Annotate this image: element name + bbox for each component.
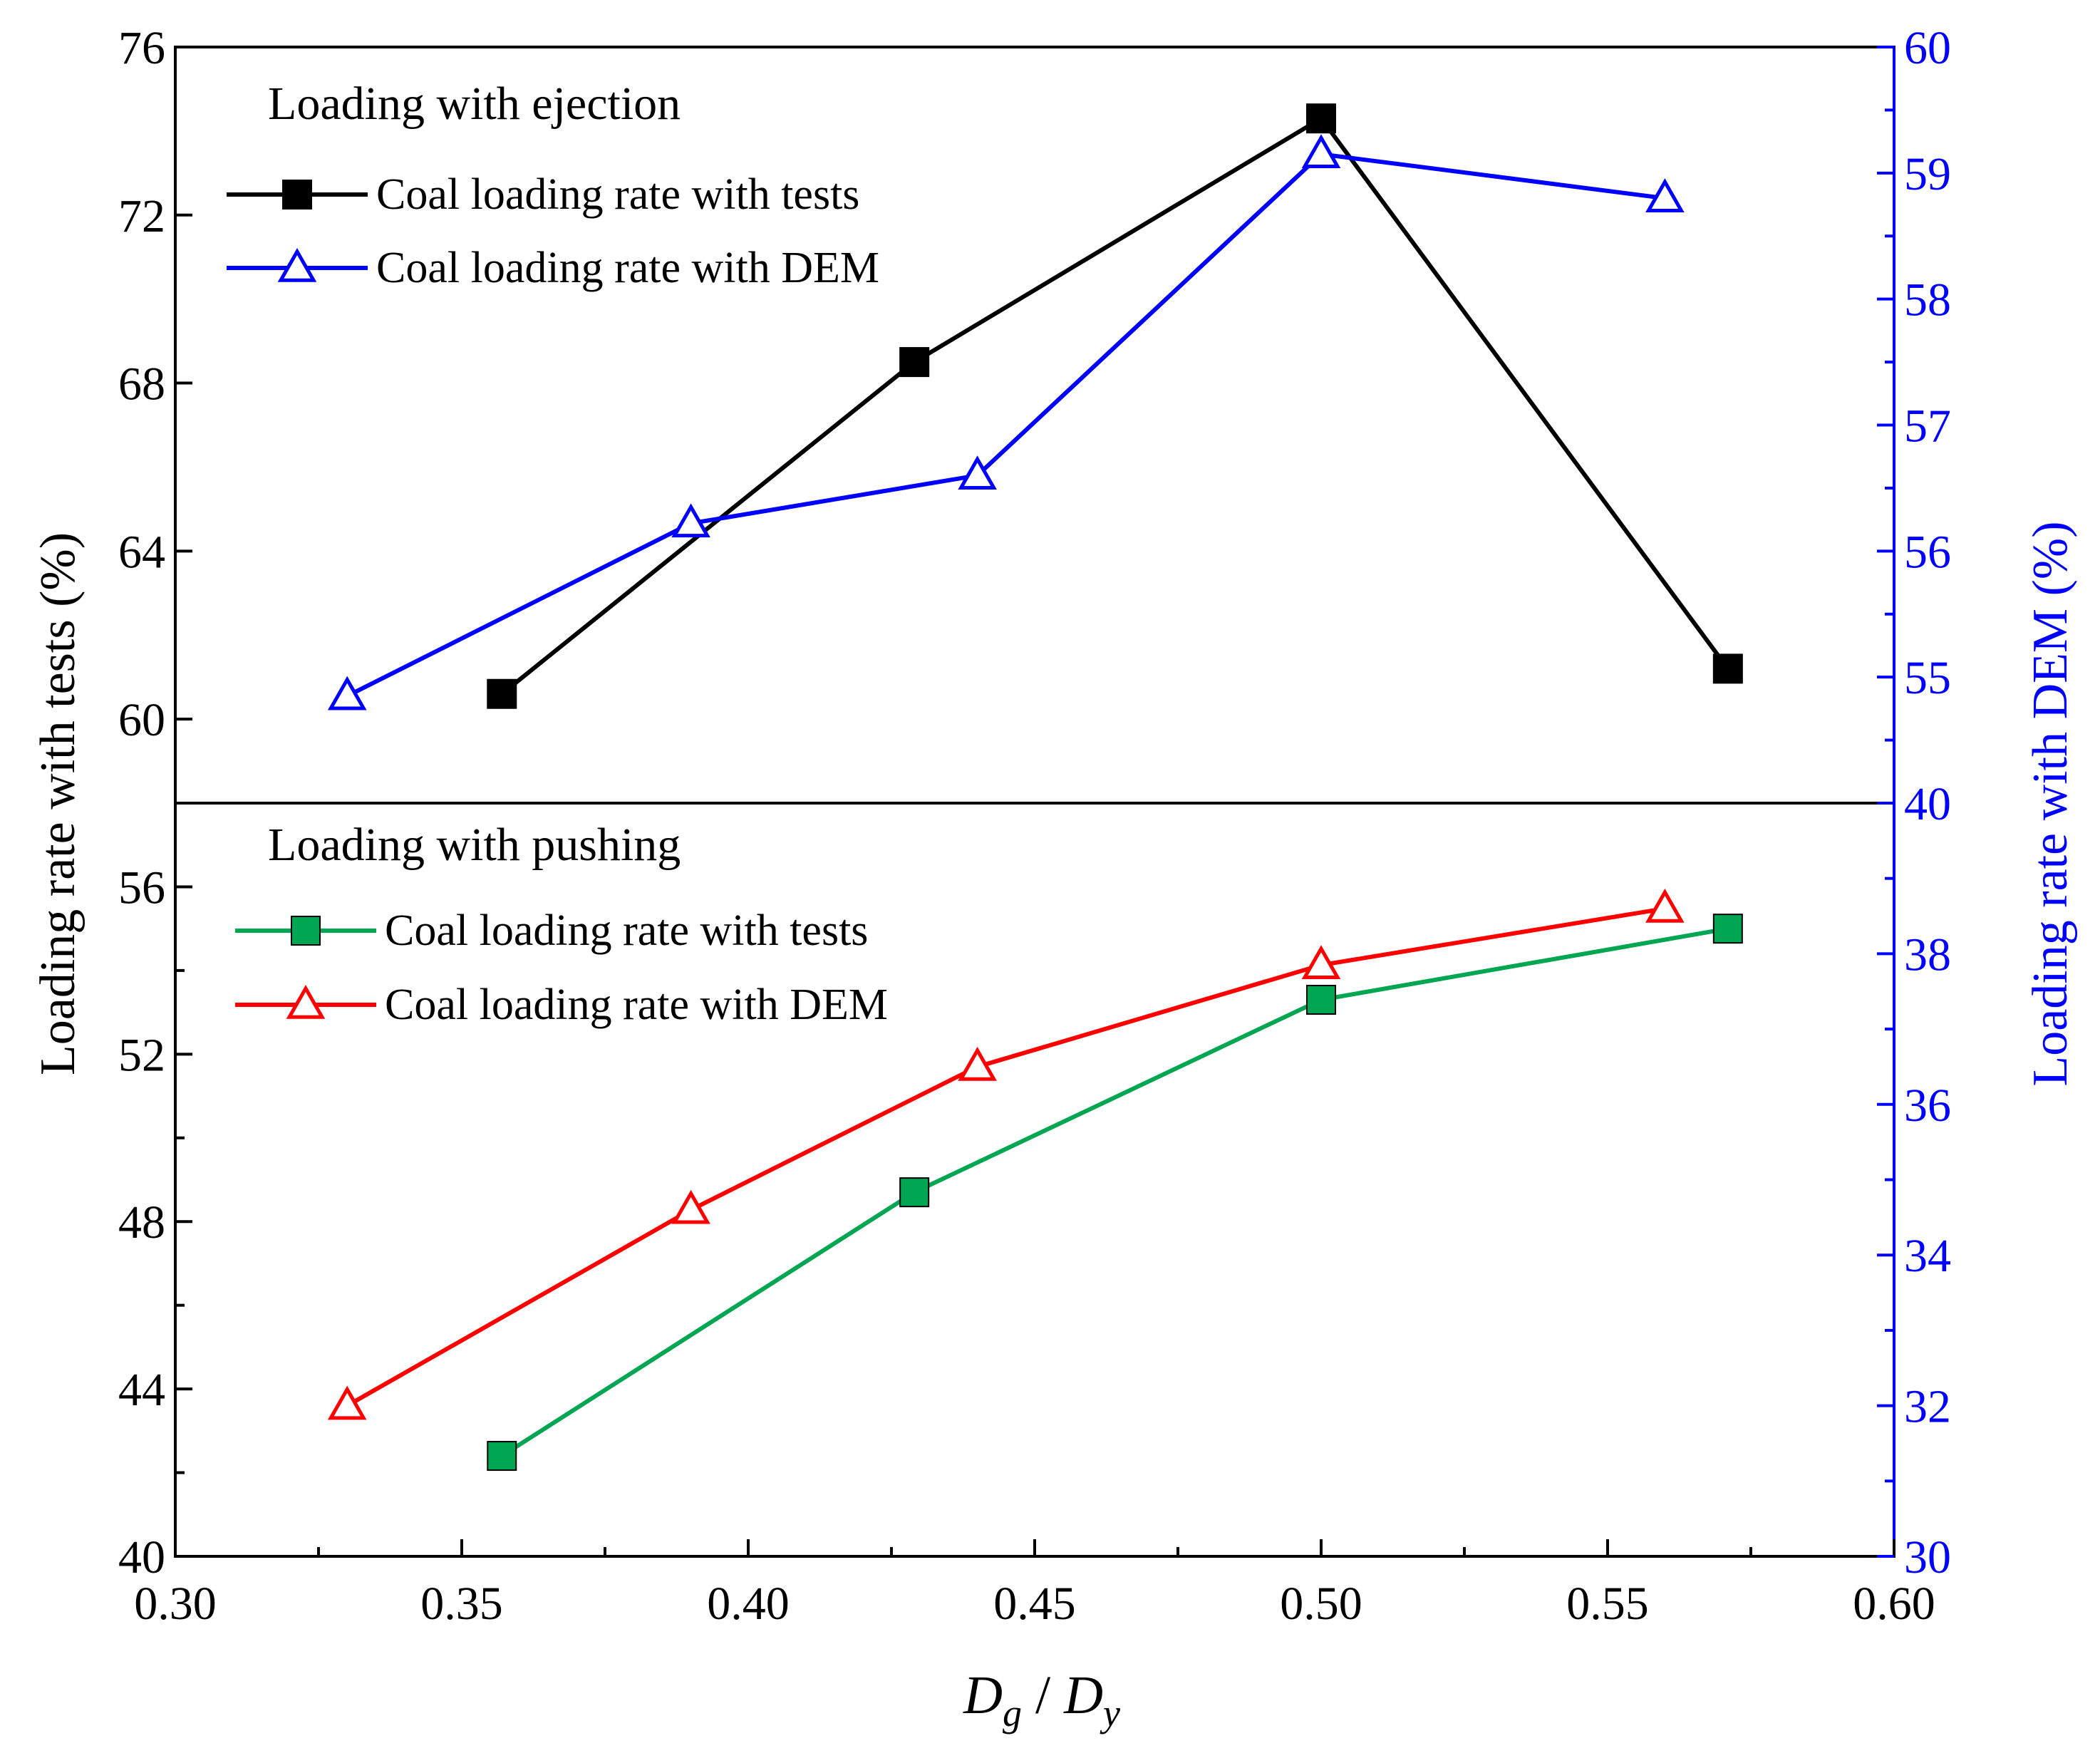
legend-swatch bbox=[227, 247, 368, 282]
series-line-dem bbox=[346, 152, 1665, 698]
marker-triangle bbox=[958, 455, 997, 490]
marker-triangle bbox=[327, 1385, 367, 1420]
y-left-tick-label: 52 bbox=[118, 1029, 165, 1081]
panel-ejection-series bbox=[327, 103, 1743, 710]
y-left-tick-label: 48 bbox=[118, 1196, 165, 1248]
y-right-tick-label: 34 bbox=[1904, 1230, 1951, 1282]
x-tick-label: 0.45 bbox=[993, 1578, 1076, 1630]
y-right-tick-label: 55 bbox=[1904, 652, 1951, 704]
marker-triangle bbox=[286, 984, 326, 1019]
y-left-tick-label: 56 bbox=[118, 862, 165, 914]
legend-item-tests-ejection: Coal loading rate with tests bbox=[227, 170, 859, 219]
y-left-tick-label: 40 bbox=[118, 1531, 165, 1583]
legend-label-tests: Coal loading rate with tests bbox=[376, 170, 859, 219]
legend-swatch bbox=[235, 916, 376, 946]
marker-triangle bbox=[671, 503, 710, 538]
panel-pushing-legend: Coal loading rate with tests Coal loadin… bbox=[235, 906, 888, 1029]
marker-square bbox=[899, 347, 930, 378]
marker-triangle bbox=[958, 1046, 997, 1081]
y-left-axis-label: Loading rate with tests (%) bbox=[31, 532, 86, 1075]
marker-square bbox=[1306, 103, 1336, 134]
y-right-tick-label: 57 bbox=[1904, 400, 1951, 453]
x-tick-label: 0.40 bbox=[707, 1578, 790, 1630]
y-right-tick-label: 56 bbox=[1904, 526, 1951, 578]
marker-triangle bbox=[671, 1189, 710, 1224]
y-right-tick-label: 38 bbox=[1904, 929, 1951, 981]
marker-square bbox=[899, 1177, 930, 1208]
y-right-tick-label: 40 bbox=[1904, 778, 1951, 830]
x-tick-label: 0.55 bbox=[1566, 1578, 1649, 1630]
marker-square bbox=[487, 678, 517, 709]
panel-ejection-legend: Coal loading rate with tests Coal loadin… bbox=[227, 170, 879, 292]
y-right-tick-label: 36 bbox=[1904, 1080, 1951, 1132]
y-left-tick-label: 76 bbox=[118, 22, 165, 74]
panel-pushing: 40 44 48 52 56 30 32 34 36 38 40 Loading with push… bbox=[118, 778, 1951, 1583]
marker-square bbox=[1712, 653, 1743, 684]
legend-label-dem: Coal loading rate with DEM bbox=[385, 981, 888, 1029]
legend-swatch bbox=[227, 180, 368, 210]
x-axis-ticks: 0.30 0.35 0.40 0.45 0.50 0.55 0.60 bbox=[134, 1539, 1935, 1630]
y-right-tick-label: 59 bbox=[1904, 148, 1951, 200]
x-tick-label: 0.35 bbox=[420, 1578, 503, 1630]
x-tick-label: 0.50 bbox=[1280, 1578, 1362, 1630]
x-axis-label: Dg / Dy bbox=[963, 1665, 1120, 1734]
panel-ejection-axis-ticks: 60 64 68 72 76 55 56 57 58 59 60 bbox=[118, 22, 1951, 746]
y-right-tick-label: 58 bbox=[1904, 274, 1951, 326]
legend-swatch bbox=[235, 984, 376, 1019]
series-line-tests bbox=[500, 115, 1730, 696]
y-right-axis-label: Loading rate with DEM (%) bbox=[2023, 521, 2078, 1086]
marker-triangle bbox=[1645, 888, 1685, 923]
y-left-tick-label: 68 bbox=[118, 358, 165, 410]
marker-triangle bbox=[277, 247, 317, 282]
marker-triangle bbox=[1301, 945, 1341, 980]
marker-triangle bbox=[1301, 134, 1341, 169]
marker-triangle bbox=[327, 676, 367, 710]
y-right-tick-label: 30 bbox=[1904, 1531, 1951, 1583]
series-line-tests bbox=[500, 926, 1729, 1458]
panel-pushing-series bbox=[327, 888, 1743, 1472]
legend-label-dem: Coal loading rate with DEM bbox=[376, 244, 879, 292]
y-left-tick-label: 44 bbox=[118, 1364, 165, 1416]
legend-item-dem-ejection: Coal loading rate with DEM bbox=[227, 244, 879, 292]
legend-item-tests-pushing: Coal loading rate with tests bbox=[235, 906, 868, 955]
panel-pushing-axis-ticks: 40 44 48 52 56 30 32 34 36 38 40 bbox=[118, 778, 1951, 1583]
y-right-tick-label: 60 bbox=[1904, 22, 1951, 74]
marker-square bbox=[1306, 984, 1336, 1015]
marker-triangle bbox=[1645, 178, 1685, 212]
y-left-tick-label: 72 bbox=[118, 190, 165, 242]
y-left-tick-label: 64 bbox=[118, 526, 165, 578]
x-tick-label: 0.30 bbox=[134, 1578, 217, 1630]
marker-square bbox=[291, 916, 321, 946]
x-tick-label: 0.60 bbox=[1853, 1578, 1935, 1630]
marker-square bbox=[1712, 914, 1743, 944]
y-right-tick-label: 32 bbox=[1904, 1381, 1951, 1433]
panel-pushing-title: Loading with pushing bbox=[268, 819, 681, 871]
legend-label-tests: Coal loading rate with tests bbox=[385, 906, 868, 955]
y-left-tick-label: 60 bbox=[118, 694, 165, 746]
marker-square bbox=[282, 180, 312, 210]
panel-ejection-title: Loading with ejection bbox=[268, 78, 681, 130]
panel-ejection: 60 64 68 72 76 55 56 57 58 59 60 Loading with ejec… bbox=[118, 22, 1951, 746]
marker-square bbox=[487, 1441, 517, 1472]
legend-item-dem-pushing: Coal loading rate with DEM bbox=[235, 981, 888, 1029]
